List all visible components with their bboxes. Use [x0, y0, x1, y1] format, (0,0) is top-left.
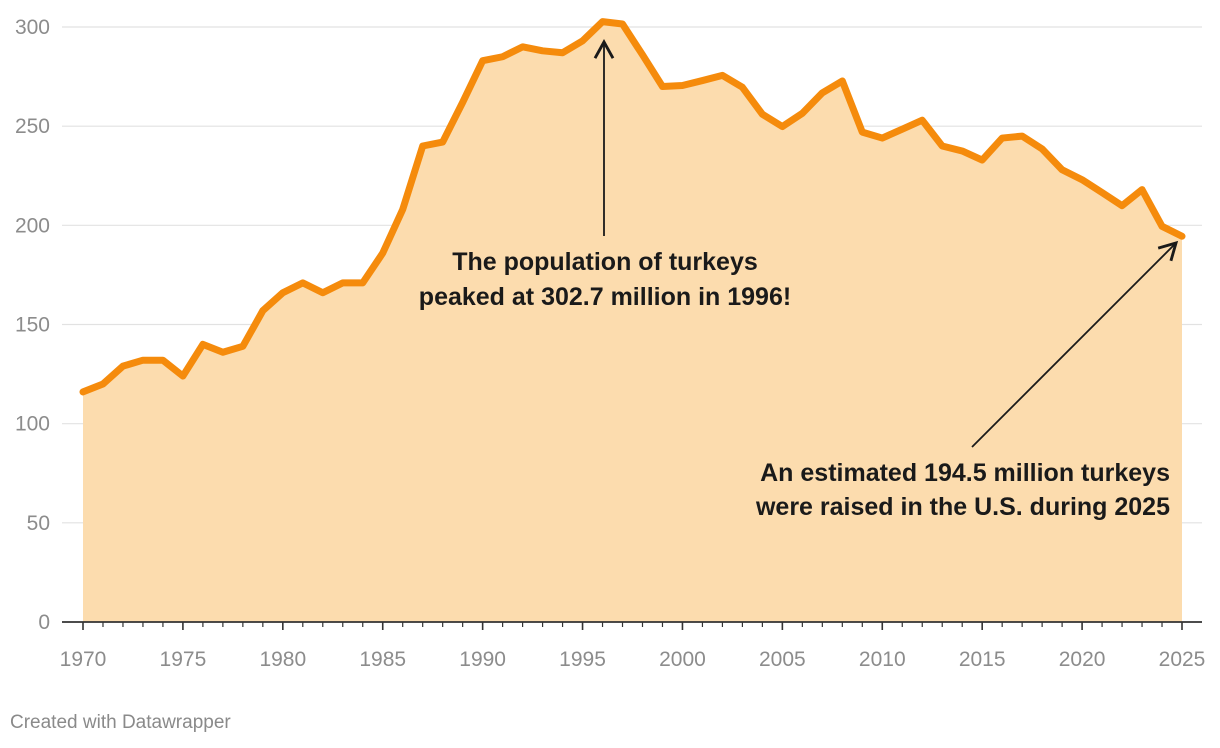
- x-tick-label-1970: 1970: [60, 648, 107, 671]
- data-point-2002: [719, 72, 726, 79]
- data-point-1974: [159, 357, 166, 364]
- data-point-2019: [1059, 166, 1066, 173]
- data-point-1996: [599, 18, 606, 25]
- data-point-2009: [859, 129, 866, 136]
- annotation-peak: The population of turkeys peaked at 302.…: [419, 39, 791, 311]
- data-point-1971: [99, 381, 106, 388]
- data-point-1978: [239, 343, 246, 350]
- data-point-2006: [799, 110, 806, 117]
- data-point-2021: [1099, 189, 1106, 196]
- data-point-1987: [419, 143, 426, 150]
- data-point-1975: [179, 373, 186, 380]
- data-point-1999: [659, 83, 666, 90]
- peak-annotation-line-1: The population of turkeys: [452, 248, 758, 276]
- data-point-1986: [399, 206, 406, 213]
- x-axis-ticks: 1970 1975 1980 1985 1990 1995 2000 2005 2010 2015…: [60, 622, 1206, 671]
- data-point-1970: [80, 388, 87, 395]
- data-point-1979: [259, 307, 266, 314]
- area-chart: 1970 1975 1980 1985 1990 1995 2000 2005 2010 2015…: [15, 16, 1206, 671]
- data-point-2020: [1079, 176, 1086, 183]
- x-tick-label-2010: 2010: [859, 648, 906, 671]
- data-point-1998: [639, 51, 646, 58]
- data-point-1982: [319, 289, 326, 296]
- x-tick-label-2020: 2020: [1059, 648, 1106, 671]
- data-point-2025: [1179, 233, 1186, 240]
- data-point-2016: [999, 135, 1006, 142]
- data-point-2008: [839, 77, 846, 84]
- data-point-1990: [479, 57, 486, 64]
- latest-arrow: [971, 240, 1179, 448]
- latest-annotation-line-1: An estimated 194.5 million turkeys: [760, 459, 1170, 487]
- y-tick-label-200: 200: [15, 214, 50, 237]
- data-point-1983: [339, 279, 346, 286]
- data-point-1994: [559, 49, 566, 56]
- data-point-2000: [679, 82, 686, 89]
- data-point-1977: [219, 349, 226, 356]
- data-point-2015: [979, 157, 986, 164]
- data-point-1985: [379, 250, 386, 257]
- data-point-2023: [1139, 186, 1146, 193]
- y-axis-ticks: 0 50 100 150 200 250 300: [15, 16, 50, 634]
- y-tick-label-50: 50: [27, 512, 50, 535]
- data-point-1988: [439, 139, 446, 146]
- x-tick-label-1980: 1980: [259, 648, 306, 671]
- data-point-2011: [899, 126, 906, 133]
- x-tick-label-1975: 1975: [160, 648, 207, 671]
- data-point-1976: [199, 341, 206, 348]
- data-point-2022: [1119, 202, 1126, 209]
- x-tick-label-2025: 2025: [1159, 648, 1206, 671]
- data-point-1973: [139, 357, 146, 364]
- data-point-2024: [1159, 223, 1166, 230]
- x-tick-label-1985: 1985: [359, 648, 406, 671]
- x-tick-label-1995: 1995: [559, 648, 606, 671]
- area-fill: [83, 21, 1182, 622]
- x-tick-label-2015: 2015: [959, 648, 1006, 671]
- data-point-1991: [499, 53, 506, 60]
- data-point-2010: [879, 135, 886, 142]
- data-point-2003: [739, 84, 746, 91]
- data-point-2005: [779, 123, 786, 130]
- peak-annotation-line-2: peaked at 302.7 million in 1996!: [419, 283, 791, 311]
- data-point-1992: [519, 43, 526, 50]
- data-point-2007: [819, 89, 826, 96]
- data-point-2001: [699, 77, 706, 84]
- annotation-latest: An estimated 194.5 million turkeys were …: [755, 240, 1179, 521]
- y-tick-label-0: 0: [38, 611, 50, 634]
- data-point-1984: [359, 279, 366, 286]
- credit-text: Created with Datawrapper: [10, 712, 231, 733]
- data-point-1972: [119, 363, 126, 370]
- series-line: [79, 18, 1186, 396]
- data-point-2012: [919, 117, 926, 124]
- data-point-2004: [759, 111, 766, 118]
- data-point-2014: [959, 147, 966, 154]
- data-point-2018: [1039, 145, 1046, 152]
- y-tick-label-250: 250: [15, 115, 50, 138]
- data-point-2017: [1019, 133, 1026, 140]
- y-tick-label-150: 150: [15, 314, 50, 337]
- y-tick-label-100: 100: [15, 413, 50, 436]
- x-tick-label-2000: 2000: [659, 648, 706, 671]
- data-point-2013: [939, 143, 946, 150]
- latest-annotation-line-2: were raised in the U.S. during 2025: [755, 493, 1170, 521]
- data-point-1993: [539, 47, 546, 54]
- y-tick-label-300: 300: [15, 16, 50, 39]
- data-point-1989: [459, 99, 466, 106]
- data-point-1995: [579, 37, 586, 44]
- data-point-1997: [619, 21, 626, 28]
- data-point-1981: [299, 279, 306, 286]
- data-point-1980: [279, 289, 286, 296]
- x-tick-label-2005: 2005: [759, 648, 806, 671]
- x-tick-label-1990: 1990: [459, 648, 506, 671]
